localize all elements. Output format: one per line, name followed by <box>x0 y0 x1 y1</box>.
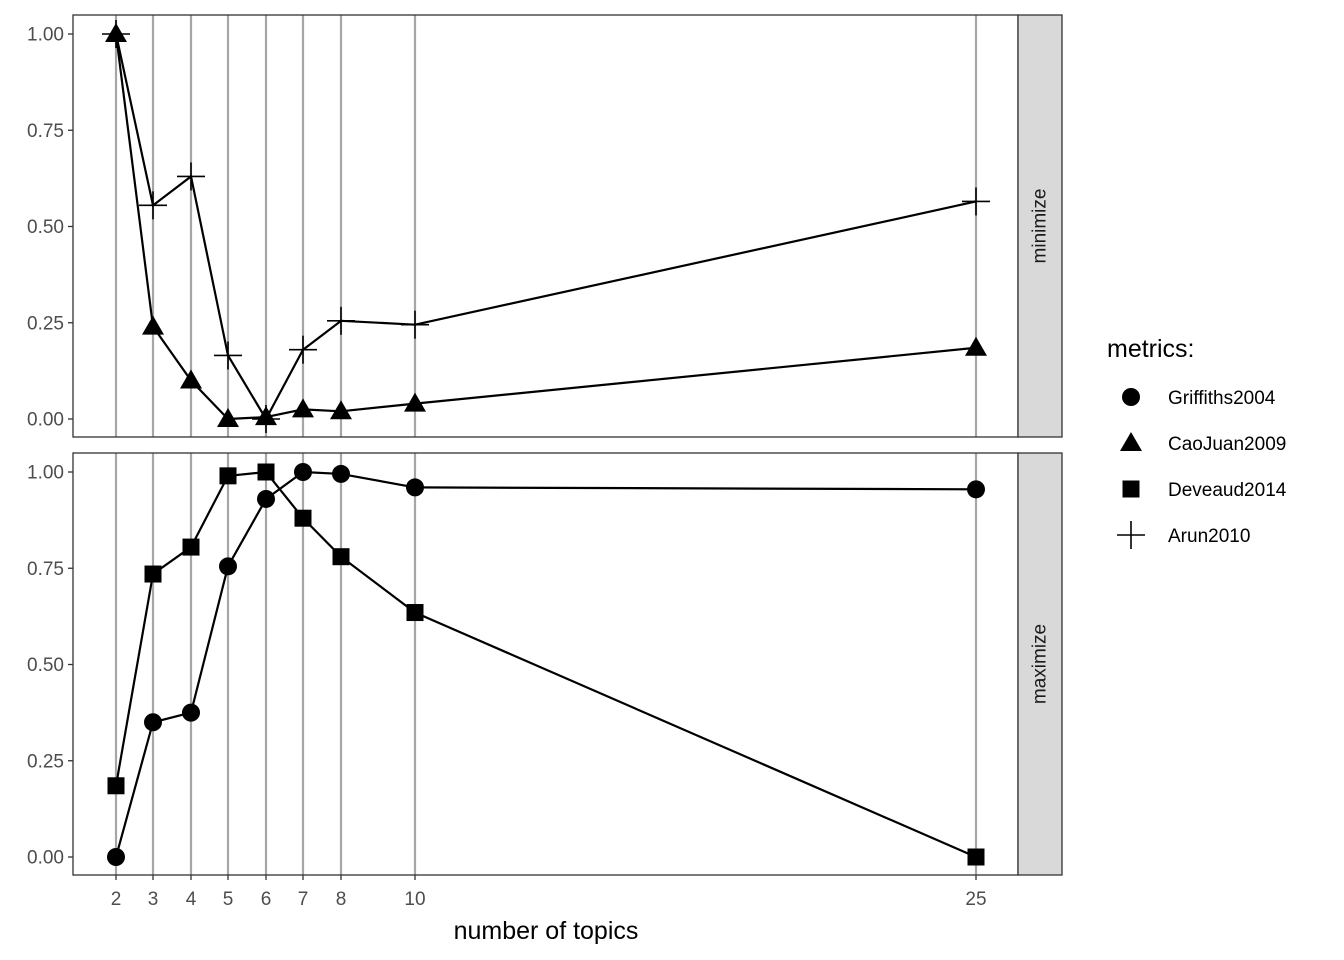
y-tick-label: 0.50 <box>27 217 64 238</box>
legend-label: Deveaud2014 <box>1168 480 1287 501</box>
point-Deveaud2014-8 <box>332 548 350 566</box>
x-tick-label: 25 <box>965 889 986 910</box>
facet-strip <box>1017 14 1063 438</box>
panel-background <box>73 453 1018 875</box>
point-CaoJuan2009-8 <box>330 400 352 420</box>
panel-background <box>73 15 1018 437</box>
point-Deveaud2014-5 <box>219 467 237 485</box>
point-Griffiths2004-2 <box>107 848 125 866</box>
point-Arun2010-2 <box>102 20 130 48</box>
x-tick-label: 10 <box>404 889 425 910</box>
legend-key-Deveaud2014 <box>1122 480 1140 498</box>
y-tick-label: 0.75 <box>27 559 64 580</box>
y-tick-label: 1.00 <box>27 25 64 46</box>
point-CaoJuan2009-4 <box>180 369 202 389</box>
point-Deveaud2014-4 <box>182 538 200 556</box>
point-Arun2010-25 <box>962 187 990 216</box>
x-tick-label: 7 <box>298 889 309 910</box>
legend-label: Griffiths2004 <box>1168 388 1276 409</box>
x-tick-label: 6 <box>261 889 272 910</box>
legend-label: Arun2010 <box>1168 526 1250 547</box>
point-Arun2010-6 <box>252 405 280 433</box>
point-CaoJuan2009-25 <box>965 336 987 356</box>
panel-minimize: 0.00 0.25 0.50 0.75 1.00 minimize <box>27 14 1063 438</box>
point-Griffiths2004-6 <box>257 489 275 508</box>
point-Griffiths2004-10 <box>406 478 424 497</box>
point-Deveaud2014-7 <box>294 509 312 527</box>
point-Griffiths2004-3 <box>144 713 162 732</box>
point-Arun2010-7 <box>289 335 317 364</box>
facet-strip-label: maximize <box>1030 624 1051 704</box>
point-Deveaud2014-6 <box>257 463 275 481</box>
point-CaoJuan2009-3 <box>142 315 164 335</box>
y-tick-label: 0.25 <box>27 313 64 334</box>
point-Griffiths2004-7 <box>294 463 312 481</box>
y-tick-label: 0.00 <box>27 410 64 431</box>
x-tick-label: 2 <box>111 889 122 910</box>
legend-label: CaoJuan2009 <box>1168 434 1286 455</box>
legend-key-Arun2010 <box>1117 521 1145 549</box>
point-CaoJuan2009-5 <box>217 408 239 427</box>
point-Arun2010-3 <box>139 191 167 220</box>
point-Griffiths2004-4 <box>182 703 200 722</box>
x-axis-title: number of topics <box>454 917 639 945</box>
legend-title: metrics: <box>1107 335 1195 363</box>
point-Deveaud2014-2 <box>107 777 125 795</box>
facet-strip-label: minimize <box>1030 189 1051 264</box>
point-Deveaud2014-25 <box>967 848 985 866</box>
x-tick-label: 5 <box>223 889 234 910</box>
point-Deveaud2014-3 <box>144 565 162 583</box>
point-Arun2010-8 <box>327 306 355 335</box>
y-tick-label: 0.00 <box>27 848 64 869</box>
point-CaoJuan2009-7 <box>292 398 314 418</box>
x-tick-label: 8 <box>336 889 347 910</box>
point-Deveaud2014-10 <box>406 604 424 622</box>
point-Arun2010-10 <box>401 310 429 339</box>
x-tick-label: 3 <box>148 889 159 910</box>
point-Griffiths2004-25 <box>967 480 985 499</box>
point-CaoJuan2009-10 <box>404 392 426 412</box>
y-tick-label: 0.50 <box>27 655 64 676</box>
point-Arun2010-4 <box>177 162 205 191</box>
y-tick-label: 1.00 <box>27 463 64 484</box>
y-tick-label: 0.75 <box>27 121 64 142</box>
point-Arun2010-5 <box>214 341 242 370</box>
legend-key-CaoJuan2009 <box>1120 432 1142 451</box>
legend-key-Griffiths2004 <box>1122 388 1140 406</box>
point-Griffiths2004-8 <box>332 464 350 483</box>
x-tick-label: 4 <box>186 889 197 910</box>
facet-strip <box>1017 452 1063 876</box>
y-tick-label: 0.25 <box>27 751 64 772</box>
panel-maximize: 0.00 0.25 0.50 0.75 1.00 maximize <box>27 452 1063 876</box>
point-Griffiths2004-5 <box>219 557 237 576</box>
